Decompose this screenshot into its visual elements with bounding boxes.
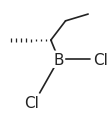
Text: Cl: Cl: [24, 95, 39, 110]
Text: Cl: Cl: [92, 52, 107, 67]
Text: B: B: [53, 52, 63, 67]
